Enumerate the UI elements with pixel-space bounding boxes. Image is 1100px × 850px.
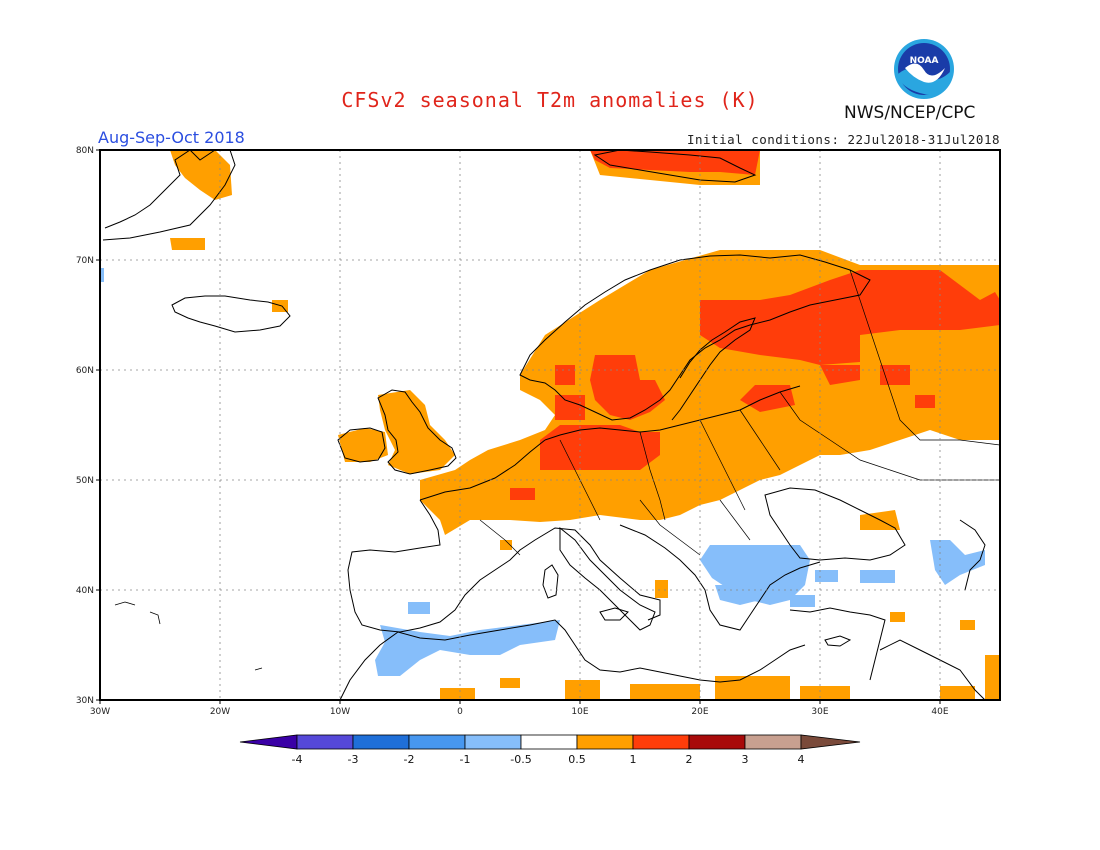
lat-tick-label: 70N bbox=[76, 256, 94, 266]
anomaly-region-1k bbox=[440, 688, 475, 700]
anomaly-region-1k bbox=[500, 678, 520, 688]
initial-conditions: Initial conditions: 22Jul2018-31Jul2018 bbox=[687, 132, 1000, 147]
anomaly-region-2k bbox=[700, 270, 1000, 365]
anomaly-region-1k bbox=[960, 620, 975, 630]
lon-tick-label: 20W bbox=[210, 707, 230, 717]
anomaly-region-neg1k bbox=[930, 540, 985, 585]
anomaly-region-2k bbox=[540, 425, 660, 470]
longitude-labels: 30W 20W 10W 0 10E 20E 30E 40E bbox=[90, 700, 949, 717]
colorbar-label: 2 bbox=[686, 753, 693, 766]
colorbar: -4 -3 -2 -1 -0.5 0.5 1 2 3 4 bbox=[239, 734, 861, 766]
forecast-period: Aug-Sep-Oct 2018 bbox=[98, 128, 245, 147]
anomaly-region-1k bbox=[985, 655, 1000, 700]
anomaly-region-2k bbox=[880, 365, 910, 385]
coastlines bbox=[102, 149, 1001, 701]
anomaly-region-neg1k bbox=[860, 570, 895, 583]
colorbar-label: 4 bbox=[798, 753, 805, 766]
agency-label: NWS/NCEP/CPC bbox=[844, 103, 976, 123]
anomaly-region-2k bbox=[555, 365, 575, 385]
colorbar-segment bbox=[576, 734, 634, 750]
anomaly-region-1k bbox=[500, 540, 512, 550]
chart-title: CFSv2 seasonal T2m anomalies (K) bbox=[341, 88, 759, 112]
colorbar-label: -3 bbox=[348, 753, 359, 766]
colorbar-label: -2 bbox=[404, 753, 415, 766]
colorbar-end-low bbox=[239, 734, 298, 750]
anomaly-region-neg1k bbox=[408, 602, 430, 614]
lon-tick-label: 10E bbox=[571, 707, 588, 717]
colorbar-label: 1 bbox=[630, 753, 637, 766]
latitude-labels: 80N 70N 60N 50N 40N 30N bbox=[76, 146, 100, 706]
lon-tick-label: 20E bbox=[691, 707, 708, 717]
noaa-logo: NOAA bbox=[894, 39, 954, 99]
anomaly-region-2k bbox=[555, 395, 585, 420]
anomaly-region-1k bbox=[655, 580, 668, 598]
lon-tick-label: 10W bbox=[330, 707, 350, 717]
anomaly-region-1k bbox=[170, 150, 232, 200]
anomaly-region-neg1k bbox=[790, 595, 815, 607]
anomaly-region-2k bbox=[915, 395, 935, 408]
lon-tick-label: 30E bbox=[811, 707, 828, 717]
lat-tick-label: 60N bbox=[76, 366, 94, 376]
colorbar-label: -4 bbox=[292, 753, 303, 766]
anomaly-region-1k bbox=[338, 428, 388, 462]
anomaly-region-1k bbox=[715, 676, 790, 700]
lon-tick-label: 0 bbox=[457, 707, 463, 717]
anomaly-region-1k bbox=[170, 238, 205, 250]
anomaly-region-1k bbox=[800, 686, 850, 700]
lat-tick-label: 30N bbox=[76, 696, 94, 706]
colorbar-segment bbox=[296, 734, 354, 750]
colorbar-segment bbox=[520, 734, 578, 750]
colorbar-label: -1 bbox=[460, 753, 471, 766]
colorbar-segment bbox=[464, 734, 522, 750]
colorbar-segment bbox=[688, 734, 746, 750]
lat-tick-label: 40N bbox=[76, 586, 94, 596]
anomaly-region-1k bbox=[565, 680, 600, 700]
anomaly-region-neg1k bbox=[700, 545, 810, 605]
colorbar-segment bbox=[352, 734, 410, 750]
anomaly-region-1k bbox=[940, 686, 975, 700]
colorbar-end-high bbox=[800, 734, 861, 750]
anomaly-region-neg1k bbox=[815, 570, 838, 582]
anomaly-region-1k bbox=[890, 612, 905, 622]
colorbar-label: -0.5 bbox=[510, 753, 531, 766]
colorbar-segment bbox=[744, 734, 802, 750]
anomaly-region-2k bbox=[590, 355, 665, 420]
map-frame bbox=[99, 149, 1001, 701]
lon-tick-label: 40E bbox=[931, 707, 948, 717]
colorbar-label: 0.5 bbox=[568, 753, 586, 766]
svg-text:NOAA: NOAA bbox=[910, 56, 939, 66]
lon-tick-label: 30W bbox=[90, 707, 110, 717]
colorbar-label: 3 bbox=[742, 753, 749, 766]
lat-tick-label: 80N bbox=[76, 146, 94, 156]
lat-tick-label: 50N bbox=[76, 476, 94, 486]
colorbar-segment bbox=[632, 734, 690, 750]
anomaly-region-neg1k bbox=[375, 620, 560, 676]
anomaly-region-2k bbox=[510, 488, 535, 500]
colorbar-segment bbox=[408, 734, 466, 750]
graticule bbox=[100, 150, 1000, 700]
anomaly-region-1k bbox=[630, 684, 700, 700]
